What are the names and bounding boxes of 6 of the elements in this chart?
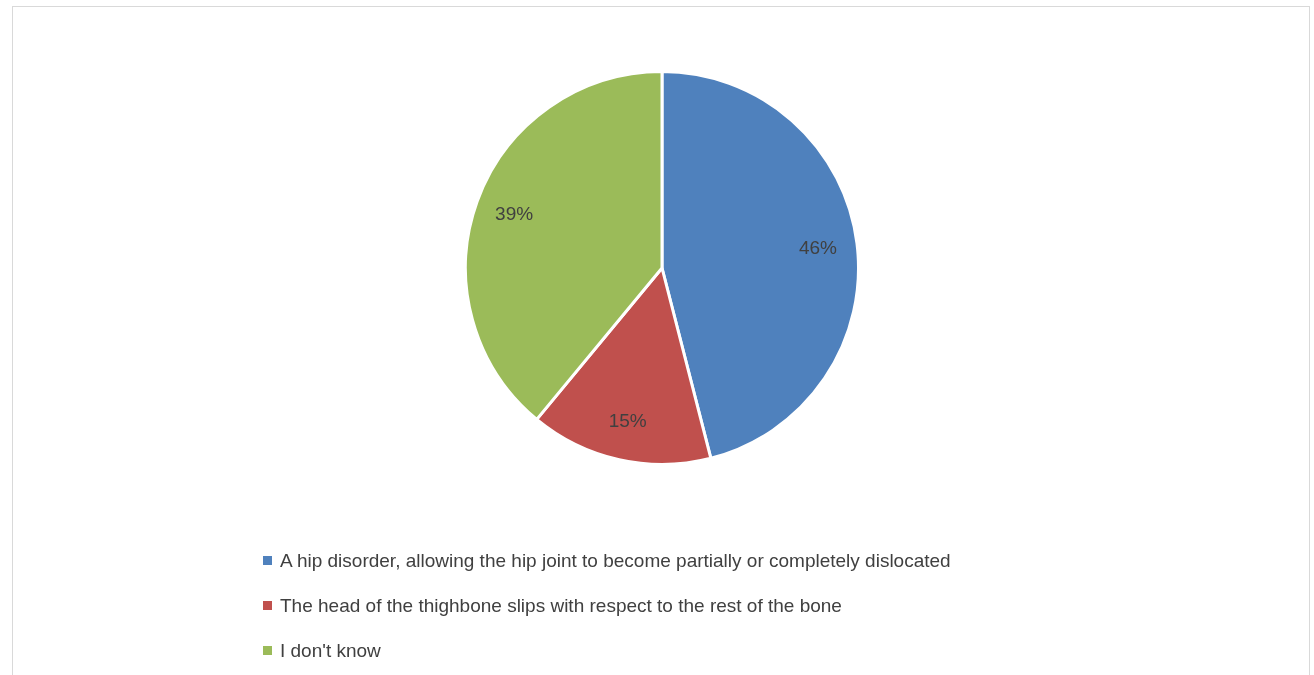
legend-label: I don't know — [280, 639, 381, 662]
legend-label: The head of the thighbone slips with respect to the rest of the bone — [280, 594, 842, 617]
data-label: 15% — [608, 409, 647, 431]
data-label: 46% — [798, 236, 838, 258]
legend-label: A hip disorder, allowing the hip joint to become partially or completely dislocated — [280, 549, 951, 572]
data-label: 39% — [495, 202, 534, 224]
